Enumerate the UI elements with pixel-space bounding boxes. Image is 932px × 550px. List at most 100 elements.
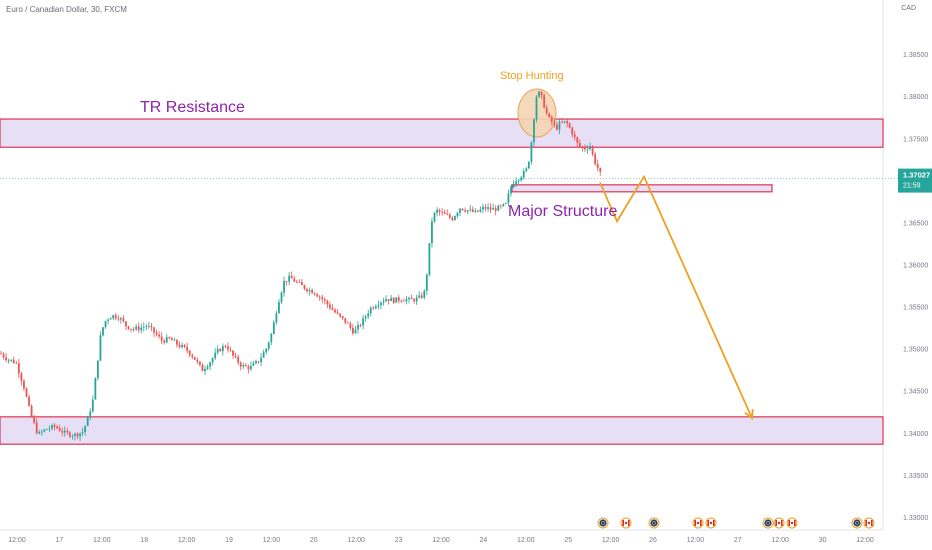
candle — [484, 203, 487, 212]
candle — [293, 275, 296, 282]
ca-event-icon[interactable] — [773, 517, 785, 529]
candle — [102, 327, 104, 337]
x-tick-label: 30 — [819, 537, 827, 544]
candle-body — [423, 290, 426, 298]
candle-body — [20, 373, 23, 381]
y-tick-label: 1.35500 — [903, 305, 928, 312]
candle — [479, 206, 482, 213]
candle-body — [313, 293, 316, 295]
candle — [109, 317, 112, 320]
candle — [461, 208, 464, 211]
eu-event-icon[interactable] — [597, 517, 609, 529]
candle-body — [247, 366, 250, 370]
projection-path[interactable] — [599, 174, 753, 419]
candle — [107, 318, 109, 325]
candle — [573, 130, 576, 141]
major-structure-label[interactable]: Major Structure — [508, 203, 617, 220]
candle-body — [354, 329, 357, 334]
ca-event-icon[interactable] — [620, 517, 632, 529]
candle — [423, 289, 426, 300]
candle-body — [211, 358, 214, 363]
x-tick-label: 12:00 — [771, 537, 789, 544]
candle — [535, 95, 538, 123]
eu-event-icon[interactable] — [648, 517, 660, 529]
currency-label[interactable]: CAD — [901, 5, 916, 12]
candle-body — [201, 364, 204, 372]
current-price-tag[interactable]: 1.37027 21:59 — [898, 168, 932, 193]
eu-event-icon[interactable] — [762, 517, 774, 529]
candle — [275, 310, 278, 325]
price-axis[interactable]: 1.38500 1.38000 1.37500 1.36500 1.36000 1.355… — [903, 52, 928, 522]
ca-event-icon[interactable] — [863, 517, 875, 529]
candle-body — [558, 122, 561, 130]
candle-body — [505, 202, 507, 204]
ca-event-icon[interactable] — [786, 517, 798, 529]
ca-event-icon[interactable] — [705, 517, 717, 529]
candle — [20, 371, 23, 386]
candle-body — [153, 327, 155, 333]
candle-body — [316, 294, 319, 297]
time-axis[interactable]: 12:00 17 12:00 18 12:00 19 12:00 20 12:00 23 12:00… — [8, 537, 874, 544]
y-tick-label: 1.34500 — [903, 389, 928, 396]
candle-body — [107, 319, 109, 321]
candle — [438, 208, 441, 216]
candle — [418, 291, 421, 299]
candle — [260, 353, 262, 366]
candle-body — [589, 146, 591, 149]
candle-body — [97, 360, 99, 379]
candle — [543, 93, 546, 109]
candle — [596, 159, 599, 172]
candle — [387, 299, 390, 305]
zone-support[interactable] — [0, 416, 884, 445]
candles-top-layer — [515, 90, 561, 187]
candle-body — [367, 313, 370, 317]
candle-body — [318, 296, 321, 298]
candle — [507, 189, 510, 207]
candle — [545, 104, 548, 116]
stop-hunting-label[interactable]: Stop Hunting — [500, 70, 564, 82]
candle — [425, 273, 428, 296]
eu-event-icon[interactable] — [851, 517, 863, 529]
candle — [153, 327, 155, 338]
ca-event-icon[interactable] — [692, 517, 704, 529]
candle — [303, 284, 306, 291]
candle — [510, 184, 512, 197]
candle-body — [53, 425, 56, 427]
candle-body — [196, 359, 199, 362]
candle — [40, 429, 43, 436]
candle-body — [122, 318, 125, 322]
candle-body — [260, 357, 262, 363]
zone-resistance[interactable] — [0, 118, 884, 148]
candle-body — [221, 346, 224, 352]
candle-body — [479, 209, 482, 212]
candle — [599, 167, 602, 176]
candle-body — [12, 359, 15, 363]
zone-structure[interactable] — [511, 184, 773, 193]
candle — [563, 120, 566, 124]
y-tick-label: 1.38000 — [903, 94, 928, 101]
candle — [502, 203, 505, 207]
tr-resistance-label[interactable]: TR Resistance — [140, 99, 245, 116]
candle — [257, 361, 260, 364]
candle-body — [420, 295, 423, 298]
candle — [71, 434, 74, 440]
candle — [119, 316, 122, 324]
current-price-countdown: 21:59 — [903, 183, 921, 190]
candle — [112, 314, 115, 321]
candle — [247, 364, 250, 374]
candle-body — [550, 116, 553, 122]
candle — [86, 415, 89, 427]
candle-body — [329, 304, 331, 309]
candle — [382, 297, 385, 306]
candle-body — [400, 300, 403, 302]
candle — [99, 331, 102, 362]
candle-body — [507, 193, 510, 203]
candle-body — [280, 292, 283, 303]
candle — [433, 211, 436, 224]
candle — [145, 323, 148, 331]
candle-body — [344, 318, 347, 323]
candle-body — [244, 364, 247, 367]
candle — [17, 358, 20, 379]
candle-body — [573, 134, 576, 138]
